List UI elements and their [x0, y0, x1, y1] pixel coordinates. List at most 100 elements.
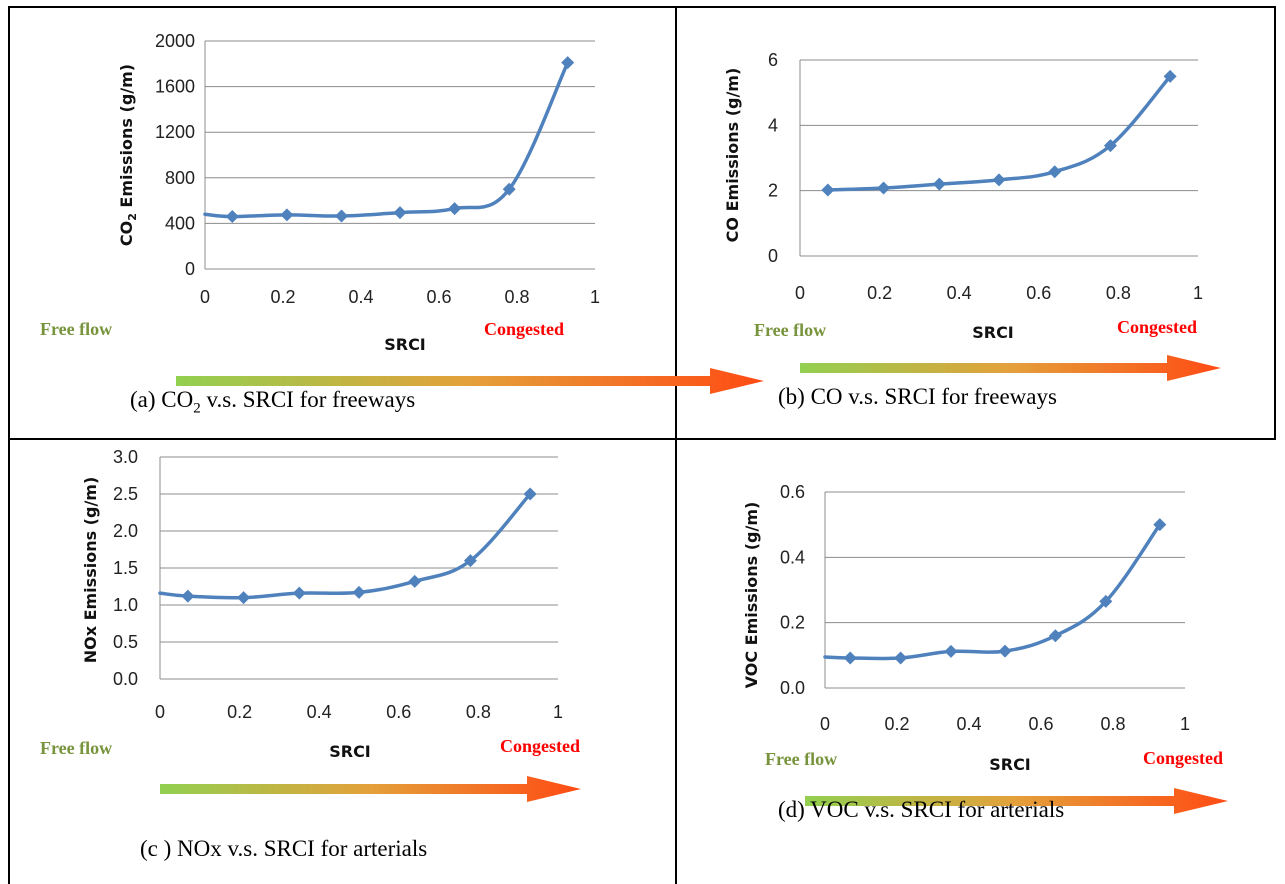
chart-panel-nox: 0.0 0.5 1.0 1.5 2.0 2.5 3.0 0 0.2 0.4 0.6 0.8 1 NOx E…	[10, 440, 675, 884]
congestion-gradient-arrow	[800, 355, 1221, 381]
y-tick-label: 0.5	[113, 632, 138, 652]
x-tick-label: 0.8	[1106, 283, 1131, 303]
y-tick-label: 4	[768, 115, 778, 135]
x-tick-label: 0.8	[466, 702, 491, 722]
data-point-marker	[877, 181, 891, 195]
data-point-marker	[1103, 139, 1117, 153]
y-tick-label: 1.5	[113, 558, 138, 578]
x-axis-title: SRCI	[972, 323, 1014, 342]
series-line	[158, 492, 532, 600]
data-point-marker	[1163, 69, 1177, 83]
data-point-marker	[1048, 629, 1062, 643]
x-tick-label: 1	[1180, 714, 1190, 734]
congestion-gradient-arrow	[160, 776, 581, 802]
figure-caption: (a) CO2 v.s. SRCI for freeways	[130, 387, 416, 417]
free-flow-label: Free flow	[765, 749, 838, 769]
series-line	[823, 522, 1162, 661]
y-tick-label: 2000	[155, 31, 195, 51]
data-point-marker	[561, 56, 575, 70]
congested-label: Congested	[1143, 748, 1223, 768]
chart-svg: 0.0 0.2 0.4 0.6 0 0.2 0.4 0.6 0.8 1 VOC Emissions …	[742, 482, 1228, 814]
chart-svg: 0 2 4 6 0 0.2 0.4 0.6 0.8 1 CO Emissions (g/m) SRCI	[723, 50, 1221, 381]
x-tick-label: 0.8	[1100, 714, 1125, 734]
y-tick-label: 6	[768, 50, 778, 70]
free-flow-label: Free flow	[40, 738, 113, 758]
figure-caption: (d) VOC v.s. SRCI for arterials	[778, 797, 1065, 822]
data-point-marker	[393, 206, 407, 220]
x-tick-label: 0	[200, 287, 210, 307]
x-tick-label: 0.2	[867, 283, 892, 303]
x-tick-label: 0.2	[884, 714, 909, 734]
y-axis-title: VOC Emissions (g/m)	[742, 502, 761, 689]
x-tick-label: 0	[820, 714, 830, 734]
x-tick-label: 0.6	[386, 702, 411, 722]
free-flow-label: Free flow	[754, 320, 827, 340]
chart-panel-voc: 0.0 0.2 0.4 0.6 0 0.2 0.4 0.6 0.8 1 VOC Emissions …	[677, 440, 1274, 884]
x-tick-label: 0.2	[270, 287, 295, 307]
data-point-marker	[463, 554, 477, 568]
y-tick-label: 0	[185, 259, 195, 279]
x-tick-label: 0.6	[1026, 283, 1051, 303]
x-tick-label: 0.6	[1028, 714, 1053, 734]
data-point-marker	[992, 173, 1006, 187]
y-tick-label: 2.0	[113, 521, 138, 541]
chart-panel-co: 0 2 4 6 0 0.2 0.4 0.6 0.8 1 CO Emissions (g/m) SRCI…	[677, 8, 1274, 438]
y-tick-label: 800	[165, 168, 195, 188]
y-tick-label: 0.6	[780, 482, 805, 502]
x-tick-label: 1	[553, 702, 563, 722]
x-tick-label: 0	[795, 283, 805, 303]
table-border-left	[8, 6, 10, 884]
x-axis-title: SRCI	[989, 755, 1031, 774]
data-point-marker	[1048, 165, 1062, 179]
x-tick-label: 0.4	[348, 287, 373, 307]
series-line	[203, 60, 570, 219]
congestion-gradient-arrow	[805, 788, 1228, 814]
data-point-marker	[352, 585, 366, 599]
y-tick-label: 1200	[155, 122, 195, 142]
x-axis-title: SRCI	[384, 335, 426, 354]
y-axis-title: NOx Emissions (g/m)	[81, 477, 100, 664]
x-tick-label: 1	[590, 287, 600, 307]
data-point-marker	[502, 182, 516, 196]
y-tick-label: 3.0	[113, 447, 138, 467]
y-tick-label: 2.5	[113, 484, 138, 504]
congested-label: Congested	[1117, 317, 1197, 337]
congestion-gradient-arrow	[176, 368, 764, 394]
y-tick-label: 0.4	[780, 547, 805, 567]
x-tick-label: 0.4	[947, 283, 972, 303]
data-point-marker	[280, 208, 294, 222]
congested-label: Congested	[484, 319, 564, 339]
y-tick-label: 2	[768, 181, 778, 201]
y-tick-label: 0.0	[780, 678, 805, 698]
chart-svg: 0 400 800 1200 1600 2000 0 0.2 0.4 0.6 0.8 1 CO2 Emi…	[117, 31, 764, 394]
data-point-marker	[335, 209, 348, 223]
chart-svg: 0.0 0.5 1.0 1.5 2.0 2.5 3.0 0 0.2 0.4 0.6 0.8 1 NOx E…	[81, 447, 581, 802]
data-point-marker	[237, 591, 251, 605]
chart-panel-co2: 0 400 800 1200 1600 2000 0 0.2 0.4 0.6 0.8 1 CO2 Emi…	[10, 8, 764, 438]
data-point-marker	[932, 177, 946, 191]
data-point-marker	[998, 644, 1012, 658]
y-tick-label: 1600	[155, 77, 195, 97]
x-tick-label: 0	[155, 702, 165, 722]
data-point-marker	[448, 202, 462, 216]
table-border-right	[1274, 6, 1276, 440]
free-flow-label: Free flow	[40, 319, 113, 339]
data-point-marker	[523, 487, 537, 501]
y-tick-label: 0.0	[113, 669, 138, 689]
x-tick-label: 0.8	[504, 287, 529, 307]
x-tick-label: 0.2	[227, 702, 252, 722]
y-tick-label: 0.2	[780, 613, 805, 633]
x-tick-label: 0.4	[307, 702, 332, 722]
table-border-top	[8, 6, 1276, 8]
data-point-marker	[1099, 594, 1113, 608]
x-axis-title: SRCI	[329, 742, 371, 761]
data-point-marker	[292, 586, 306, 600]
x-tick-label: 0.6	[426, 287, 451, 307]
data-point-marker	[944, 644, 958, 658]
data-point-marker	[181, 589, 195, 603]
data-point-marker	[1153, 518, 1167, 532]
congested-label: Congested	[500, 736, 580, 756]
table-border-row	[8, 438, 1276, 440]
y-tick-label: 400	[165, 213, 195, 233]
y-tick-label: 0	[768, 246, 778, 266]
